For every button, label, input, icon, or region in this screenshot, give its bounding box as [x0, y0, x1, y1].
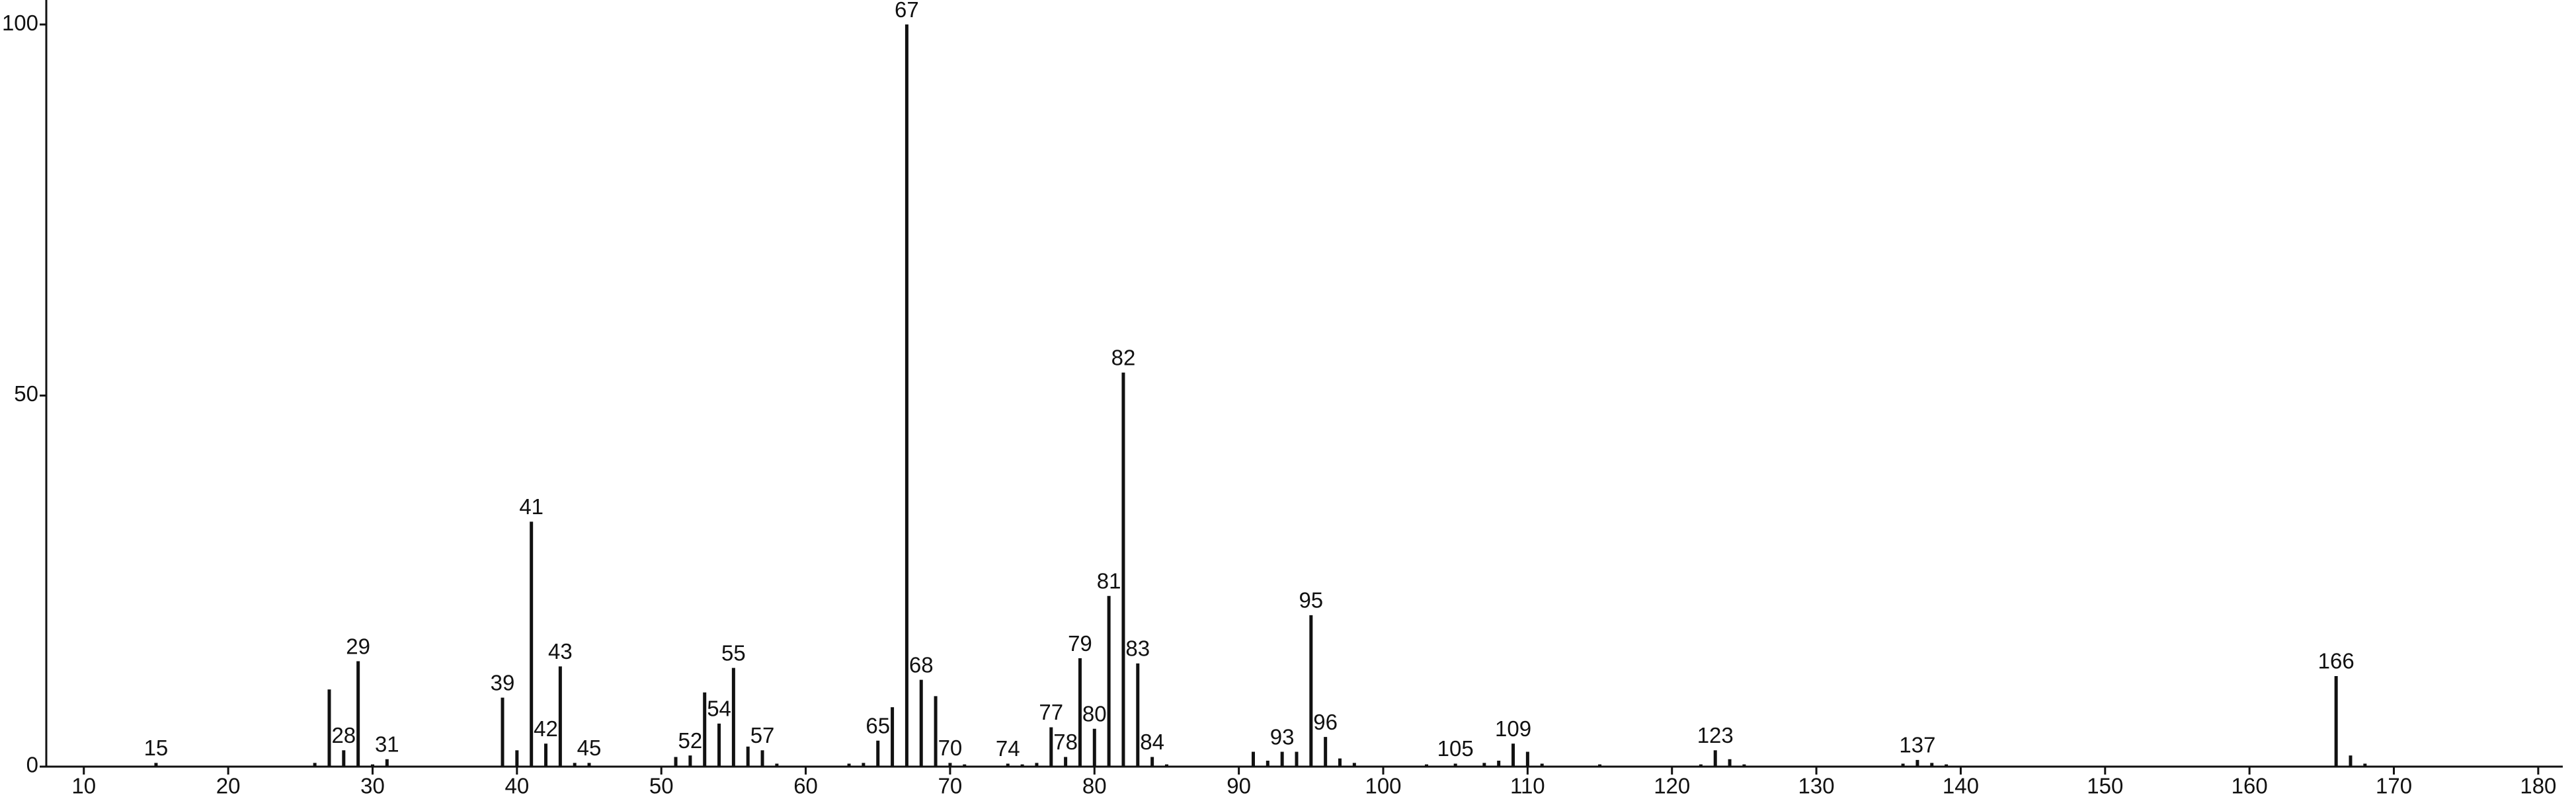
x-tick-label: 20 [216, 774, 241, 798]
x-tick-label: 110 [1510, 774, 1545, 798]
x-tick-label: 150 [2087, 774, 2123, 798]
peak-label: 83 [1125, 636, 1150, 661]
x-tick-label: 40 [504, 774, 529, 798]
peak-label: 31 [375, 732, 399, 756]
peak-label: 55 [721, 640, 746, 665]
peak-label: 105 [1437, 736, 1474, 761]
peak-label: 84 [1140, 730, 1164, 754]
peak-label: 52 [678, 728, 703, 753]
x-tick-label: 160 [2232, 774, 2268, 798]
peak-label: 57 [750, 723, 775, 747]
peak-label: 137 [1899, 733, 1935, 757]
peak-label: 65 [865, 713, 890, 738]
x-tick-label: 80 [1082, 774, 1107, 798]
peak-label: 54 [707, 697, 731, 721]
peak-label: 79 [1068, 631, 1092, 656]
peak-label: 45 [577, 736, 602, 760]
peak-label: 77 [1039, 700, 1063, 724]
x-tick-label: 140 [1943, 774, 1979, 798]
peak-label: 166 [2318, 649, 2355, 673]
x-tick-label: 30 [360, 774, 385, 798]
y-tick-label: 50 [14, 381, 38, 406]
peak-label: 96 [1313, 710, 1338, 734]
peak-label: 78 [1053, 730, 1078, 754]
peak-label: 67 [895, 0, 919, 22]
x-tick-label: 70 [938, 774, 963, 798]
peak-label: 43 [548, 639, 573, 664]
peak-label: 109 [1495, 716, 1531, 741]
y-tick-label: 0 [26, 753, 38, 777]
peak-label: 70 [938, 736, 963, 760]
peak-label: 82 [1111, 345, 1136, 369]
peak-label: 42 [534, 716, 558, 741]
peak-label: 81 [1097, 568, 1121, 593]
peak-label: 15 [144, 736, 169, 760]
x-tick-label: 130 [1798, 774, 1835, 798]
peak-label: 93 [1270, 724, 1295, 749]
y-tick-label: 100 [2, 11, 38, 35]
x-tick-label: 100 [1365, 774, 1401, 798]
x-tick-label: 90 [1227, 774, 1251, 798]
peak-label: 123 [1697, 723, 1734, 747]
peak-label: 41 [519, 494, 543, 519]
x-tick-label: 50 [649, 774, 674, 798]
x-tick-label: 60 [793, 774, 818, 798]
x-tick-label: 180 [2520, 774, 2556, 798]
peak-label: 39 [491, 670, 515, 695]
x-tick-label: 120 [1654, 774, 1690, 798]
peak-label: 29 [346, 634, 370, 658]
peak-label: 68 [909, 652, 934, 677]
x-tick-label: 10 [71, 774, 96, 798]
peak-label: 95 [1299, 588, 1323, 613]
peak-label: 74 [996, 736, 1020, 761]
peak-label: 80 [1082, 701, 1107, 726]
peak-label: 28 [331, 723, 356, 747]
x-tick-label: 170 [2376, 774, 2412, 798]
